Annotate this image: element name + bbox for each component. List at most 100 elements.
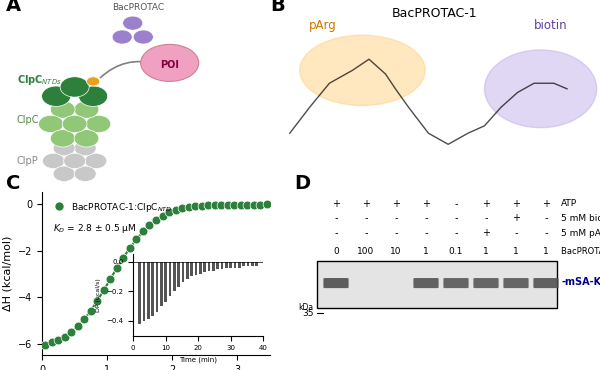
Circle shape xyxy=(86,115,111,132)
Text: -: - xyxy=(364,213,368,223)
Point xyxy=(99,287,109,293)
Text: -: - xyxy=(454,228,458,238)
Point xyxy=(53,337,63,343)
Text: -: - xyxy=(334,213,338,223)
Circle shape xyxy=(86,77,100,86)
FancyBboxPatch shape xyxy=(533,278,559,288)
Text: +: + xyxy=(362,199,370,209)
Text: 1: 1 xyxy=(543,246,549,256)
Text: +: + xyxy=(542,199,550,209)
Text: -: - xyxy=(484,213,488,223)
Circle shape xyxy=(74,141,96,156)
Point xyxy=(67,329,76,335)
FancyBboxPatch shape xyxy=(473,278,499,288)
Point xyxy=(236,202,245,208)
Text: $K_D$ = 2.8 ± 0.5 μM: $K_D$ = 2.8 ± 0.5 μM xyxy=(53,222,137,235)
Point xyxy=(197,203,206,209)
Text: -: - xyxy=(394,228,398,238)
Text: 100: 100 xyxy=(358,246,374,256)
Ellipse shape xyxy=(140,44,199,81)
Text: -: - xyxy=(454,213,458,223)
Bar xyxy=(317,261,557,308)
Text: -: - xyxy=(454,199,458,209)
Text: pArg: pArg xyxy=(309,19,337,33)
FancyBboxPatch shape xyxy=(443,278,469,288)
Text: +: + xyxy=(332,199,340,209)
Text: BacPROTAC-1 (μM): BacPROTAC-1 (μM) xyxy=(561,246,600,256)
Y-axis label: ΔH (kcal/mol): ΔH (kcal/mol) xyxy=(2,236,13,312)
Text: 10: 10 xyxy=(390,246,402,256)
Text: +: + xyxy=(512,199,520,209)
Text: -: - xyxy=(544,213,548,223)
Text: +: + xyxy=(482,228,490,238)
Point xyxy=(131,236,141,242)
Text: 1: 1 xyxy=(513,246,519,256)
Circle shape xyxy=(85,153,107,169)
Point xyxy=(86,307,95,313)
Point xyxy=(158,213,167,219)
Text: -: - xyxy=(394,213,398,223)
Text: ATP: ATP xyxy=(561,199,577,208)
Text: +: + xyxy=(422,199,430,209)
Text: 1: 1 xyxy=(423,246,429,256)
Text: ClpC$_{NTDs}$: ClpC$_{NTDs}$ xyxy=(17,73,61,87)
Circle shape xyxy=(43,153,65,169)
Point xyxy=(229,202,239,208)
Point xyxy=(262,202,272,208)
Text: -: - xyxy=(544,228,548,238)
Circle shape xyxy=(122,16,143,30)
Text: -: - xyxy=(514,228,518,238)
Point xyxy=(210,202,220,208)
Text: 5 mM pArg: 5 mM pArg xyxy=(561,229,600,238)
FancyBboxPatch shape xyxy=(413,278,439,288)
Point xyxy=(177,205,187,211)
Point xyxy=(184,204,193,210)
Point xyxy=(223,202,232,208)
Point xyxy=(125,245,135,251)
Point xyxy=(203,202,213,208)
Circle shape xyxy=(53,166,75,181)
Circle shape xyxy=(74,166,96,181)
Circle shape xyxy=(64,153,86,169)
Circle shape xyxy=(133,30,154,44)
Point xyxy=(92,297,102,303)
Text: 1: 1 xyxy=(483,246,489,256)
Point xyxy=(256,202,265,208)
Circle shape xyxy=(41,86,71,107)
Text: 5 mM biotin: 5 mM biotin xyxy=(561,214,600,223)
Point xyxy=(106,276,115,282)
Point xyxy=(40,342,50,348)
Text: -: - xyxy=(334,228,338,238)
Point xyxy=(80,316,89,322)
Ellipse shape xyxy=(484,50,596,128)
Legend: BacPROTAC-1:ClpC$_{NTD}$: BacPROTAC-1:ClpC$_{NTD}$ xyxy=(47,197,176,217)
Point xyxy=(145,222,154,228)
Text: BacPROTAC: BacPROTAC xyxy=(112,3,164,12)
Text: 0.1: 0.1 xyxy=(449,246,463,256)
Circle shape xyxy=(62,115,87,132)
Circle shape xyxy=(50,101,75,118)
Text: kDa: kDa xyxy=(298,303,314,312)
Text: 0: 0 xyxy=(333,246,339,256)
Point xyxy=(138,229,148,235)
Circle shape xyxy=(38,115,63,132)
Text: biotin: biotin xyxy=(533,19,568,33)
Text: D: D xyxy=(294,174,310,193)
Circle shape xyxy=(74,101,99,118)
Point xyxy=(249,202,259,208)
Text: A: A xyxy=(6,0,21,15)
Point xyxy=(151,217,161,223)
Ellipse shape xyxy=(300,35,425,105)
Text: B: B xyxy=(270,0,285,15)
Circle shape xyxy=(79,86,107,107)
Point xyxy=(171,207,181,213)
Circle shape xyxy=(50,130,75,147)
Text: +: + xyxy=(512,213,520,223)
Point xyxy=(217,202,226,208)
Text: POI: POI xyxy=(160,60,179,70)
Circle shape xyxy=(112,30,132,44)
Text: ClpP: ClpP xyxy=(17,156,38,166)
Point xyxy=(73,323,83,329)
Circle shape xyxy=(53,141,75,156)
Point xyxy=(242,202,252,208)
